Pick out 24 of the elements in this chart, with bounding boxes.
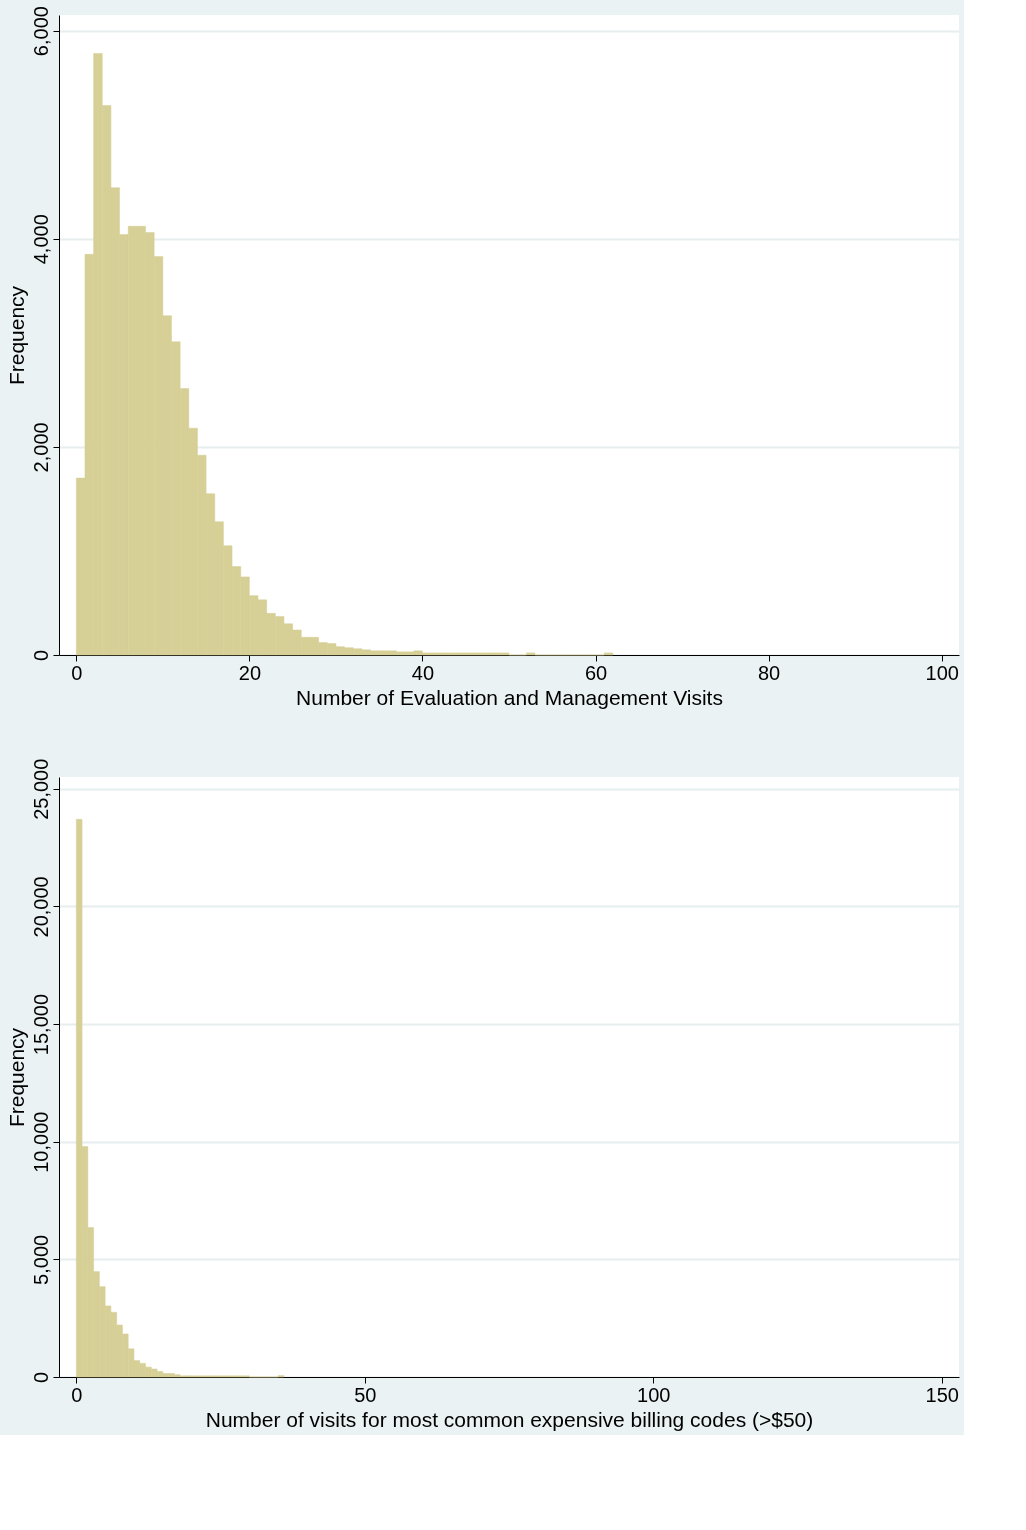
y-tick-label: 10,000 — [29, 1111, 52, 1173]
y-tick-label: 15,000 — [29, 993, 52, 1056]
y-axis-title: Frequency — [4, 1027, 28, 1128]
x-tick-label: 0 — [71, 661, 83, 684]
y-tick-label: 25,000 — [29, 758, 52, 820]
x-tick-label: 40 — [411, 661, 435, 684]
x-tick-label: 0 — [71, 1383, 83, 1406]
x-axis-title: Number of visits for most common expensive billing codes (>$50) — [205, 1407, 814, 1431]
y-axis-title: Frequency — [4, 285, 28, 386]
y-tick-label: 0 — [29, 649, 52, 662]
y-tick-label: 20,000 — [29, 876, 52, 938]
x-tick-label: 50 — [354, 1383, 377, 1406]
y-tick-label: 4,000 — [29, 214, 52, 265]
x-tick-label: 20 — [238, 661, 262, 684]
x-tick-label: 100 — [637, 1383, 671, 1406]
x-tick-label: 150 — [925, 1383, 959, 1406]
x-tick-label: 100 — [925, 661, 959, 684]
x-tick-label: 80 — [757, 661, 781, 684]
y-tick-label: 0 — [29, 1371, 52, 1384]
y-tick-label: 2,000 — [29, 422, 52, 473]
x-axis-title: Number of Evaluation and Management Visits — [296, 685, 723, 709]
x-tick-label: 60 — [584, 661, 608, 684]
y-tick-label: 5,000 — [29, 1234, 52, 1285]
y-tick-label: 6,000 — [29, 6, 52, 57]
